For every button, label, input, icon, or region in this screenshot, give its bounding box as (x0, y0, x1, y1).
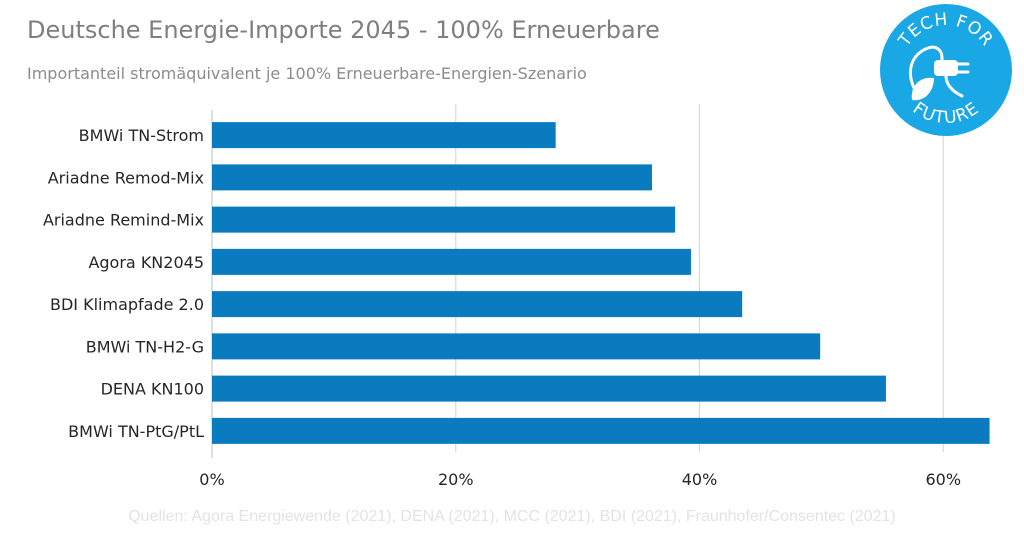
category-label: Agora KN2045 (88, 253, 204, 272)
category-label: Ariadne Remod-Mix (48, 168, 204, 187)
bar (212, 122, 556, 149)
source-note: Quellen: Agora Energiewende (2021), DENA… (128, 508, 896, 525)
plug-icon (909, 45, 970, 98)
x-tick-label: 60% (925, 470, 961, 489)
x-tick-labels: 0% 20% 40% 60% (199, 470, 961, 489)
bar (212, 375, 886, 402)
bar (212, 417, 990, 444)
bar (212, 248, 691, 275)
category-label: BMWi TN-PtG/PtL (68, 422, 204, 441)
x-tick-label: 20% (438, 470, 474, 489)
leaf-icon (911, 77, 934, 101)
chart-title: Deutsche Energie-Importe 2045 - 100% Ern… (27, 16, 660, 44)
category-label: DENA KN100 (101, 380, 204, 399)
bar (212, 206, 676, 233)
bar (212, 291, 743, 318)
category-label: BDI Klimapfade 2.0 (50, 295, 204, 314)
x-tick-label: 40% (682, 470, 718, 489)
category-label: BMWi TN-H2-G (86, 337, 204, 356)
bar (212, 333, 821, 360)
chart-subtitle: Importanteil stromäquivalent je 100% Ern… (27, 64, 587, 83)
category-label: BMWi TN-Strom (79, 126, 204, 145)
gridlines (211, 104, 944, 458)
x-tick-label: 0% (199, 470, 224, 489)
category-labels: BMWi TN-Strom Ariadne Remod-Mix Ariadne Re… (43, 126, 204, 441)
bar (212, 164, 652, 191)
tech-for-future-logo: TECH FOR FUTURE (880, 4, 1012, 136)
category-label: Ariadne Remind-Mix (43, 211, 204, 230)
bars (212, 122, 990, 444)
